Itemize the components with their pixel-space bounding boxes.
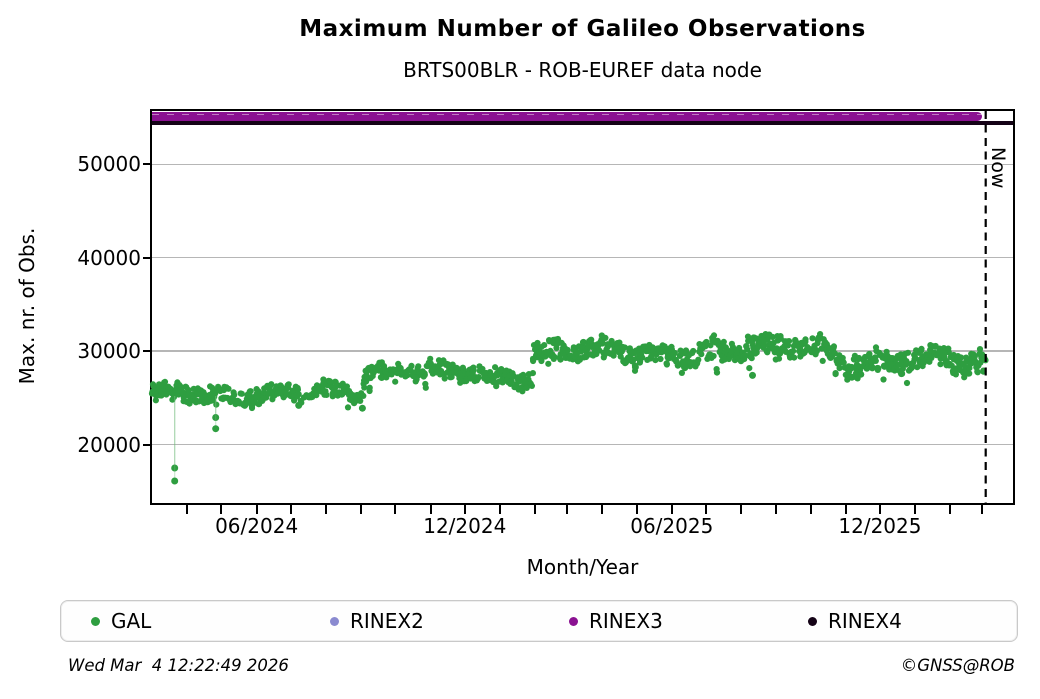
x-tick-label: 06/2024 — [215, 514, 299, 538]
x-tick — [534, 505, 537, 514]
x-tick — [704, 505, 707, 514]
x-tick-label: 12/2024 — [423, 514, 507, 538]
plot-timestamp: Wed Mar 4 12:22:49 2026 — [68, 656, 289, 675]
y-tick-label: 50000 — [77, 152, 141, 177]
y-tick — [143, 256, 151, 259]
x-tick — [289, 505, 292, 514]
x-tick — [670, 505, 673, 514]
credit-text: ©GNSS@ROB — [900, 656, 1015, 675]
x-tick — [635, 505, 638, 514]
x-tick — [255, 505, 258, 514]
x-tick — [220, 505, 223, 514]
x-tick — [360, 505, 363, 514]
x-axis-label: Month/Year — [526, 555, 639, 579]
x-tick — [914, 505, 917, 514]
y-tick-label: 20000 — [77, 432, 141, 457]
gridline — [152, 163, 1013, 165]
x-tick — [325, 505, 328, 514]
gridline — [152, 256, 1013, 259]
legend-label-rinex2: RINEX2 — [350, 609, 424, 633]
x-tick — [878, 505, 881, 514]
rinex2-marker-icon — [330, 616, 339, 626]
rinex4-line — [152, 121, 1013, 126]
gal-marker-icon — [91, 616, 100, 626]
legend-label-rinex4: RINEX4 — [828, 609, 902, 633]
x-tick — [981, 505, 984, 514]
x-tick — [844, 505, 847, 514]
chart-subtitle: BRTS00BLR - ROB-EUREF data node — [403, 58, 762, 82]
x-tick — [566, 505, 569, 514]
y-tick — [143, 350, 151, 353]
y-tick-label: 30000 — [77, 339, 141, 364]
x-tick — [394, 505, 397, 514]
y-tick — [143, 163, 151, 166]
y-tick — [143, 443, 151, 446]
chart-title: Maximum Number of Galileo Observations — [299, 16, 866, 42]
gal-scatter-points — [148, 111, 989, 503]
rinex3-band — [152, 112, 982, 122]
rinex3-marker-icon — [569, 616, 578, 626]
legend-item-rinex2: RINEX2 — [300, 609, 539, 633]
gridline — [152, 443, 1013, 446]
legend-label-gal: GAL — [111, 609, 152, 633]
legend: GAL RINEX2 RINEX3 RINEX4 — [60, 600, 1018, 642]
x-tick — [499, 505, 502, 514]
rinex4-marker-icon — [808, 616, 817, 626]
x-tick — [809, 505, 812, 514]
x-tick — [429, 505, 432, 514]
x-tick — [775, 505, 778, 514]
plot-area: Now — [148, 109, 1015, 505]
x-tick — [186, 505, 189, 514]
legend-item-rinex3: RINEX3 — [539, 609, 778, 633]
x-tick-label: 06/2025 — [630, 514, 714, 538]
now-label: Now — [987, 147, 1009, 189]
y-tick-label: 40000 — [77, 245, 141, 270]
legend-item-rinex4: RINEX4 — [778, 609, 1017, 633]
x-tick — [601, 505, 604, 514]
x-tick-label: 12/2025 — [838, 514, 922, 538]
legend-label-rinex3: RINEX3 — [589, 609, 663, 633]
legend-item-gal: GAL — [61, 609, 300, 633]
x-tick — [740, 505, 743, 514]
x-tick — [463, 505, 466, 514]
x-tick — [949, 505, 952, 514]
